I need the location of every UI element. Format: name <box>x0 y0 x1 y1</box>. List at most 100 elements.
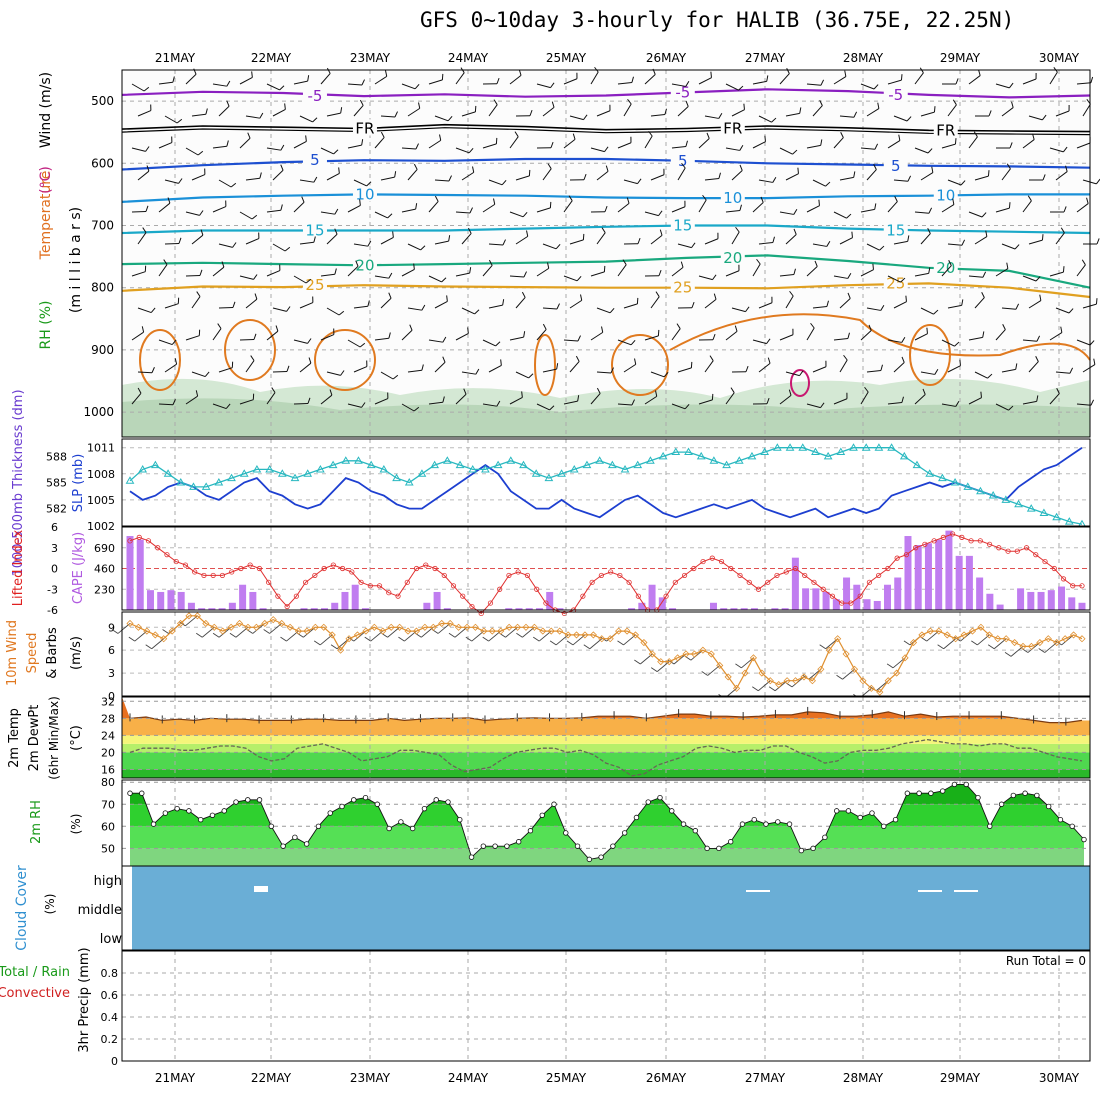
lifted-index-point <box>737 572 743 579</box>
lifted-index-point <box>515 569 521 575</box>
wind-barb <box>218 367 233 373</box>
wind-barb-flag <box>819 100 823 106</box>
wind-barb-flag <box>1011 101 1014 108</box>
thickness-point <box>646 456 655 464</box>
wind-barb-flag <box>609 307 615 314</box>
wind-barb <box>995 329 1006 341</box>
cape-bar <box>1017 588 1025 610</box>
wind-tick-label: 0 <box>108 690 115 703</box>
wind-barb-flag <box>178 237 182 244</box>
isotherm-label: 10 <box>723 189 742 207</box>
wind-barb <box>752 141 766 149</box>
li-tick-label: 3 <box>51 542 58 555</box>
wind-barb-10m <box>842 668 855 680</box>
lifted-index-point <box>774 572 780 579</box>
date-label-top: 27MAY <box>745 51 786 65</box>
wind-barb <box>779 394 792 405</box>
wind-barb-flag <box>826 241 831 247</box>
li-tick-label: -6 <box>47 604 58 617</box>
lifted-index-point <box>229 569 235 575</box>
wind-barb-10m <box>583 644 591 650</box>
wind-barb <box>212 145 227 149</box>
rh-point <box>362 794 369 801</box>
wind-barb-flag <box>333 149 339 155</box>
wind-barb <box>779 73 790 85</box>
thickness-point <box>125 476 135 484</box>
wind-barb-10m <box>1061 634 1074 646</box>
wind-speed-point <box>176 619 185 628</box>
lifted-index-point <box>839 600 845 606</box>
thickness-point <box>442 456 452 464</box>
isotherm-label-bg <box>883 274 908 291</box>
cloud-level-label: high <box>94 874 122 889</box>
wind-barb <box>1028 115 1043 121</box>
lifted-index-point <box>478 610 484 617</box>
wind-barb <box>131 147 146 152</box>
cape-bar <box>351 584 359 610</box>
wind-speed-point <box>227 623 235 631</box>
lifted-index-point <box>691 565 697 572</box>
wind-barb-flag <box>927 228 931 234</box>
wind-barb <box>671 266 684 277</box>
wind-barb-flag <box>1065 165 1068 172</box>
wind-speed-point <box>429 623 437 631</box>
isotherm-label: 15 <box>305 221 324 239</box>
wind-barb <box>428 339 443 343</box>
lifted-index-point <box>996 545 1002 551</box>
rh-point <box>669 808 675 814</box>
wind-speed-point <box>1002 635 1010 643</box>
isotherm-label: -5 <box>675 83 690 101</box>
date-label-top: 25MAY <box>546 51 587 65</box>
wind-speed-point <box>808 677 816 685</box>
wind-barb-10m <box>768 686 776 692</box>
lifted-index-point <box>284 603 290 610</box>
wind-barb-flag <box>760 196 764 203</box>
wind-barb <box>482 265 493 277</box>
wind-barb-flag <box>756 258 761 265</box>
isotherm-label: 20 <box>936 259 955 277</box>
wind-barb <box>941 339 955 347</box>
wind-barb-flag <box>712 274 717 280</box>
thickness-point <box>519 460 528 469</box>
wind-barb-flag <box>199 269 203 276</box>
rh-point <box>892 816 899 823</box>
wind-barb <box>590 271 605 277</box>
wind-barb <box>914 333 928 341</box>
panel1-frame <box>121 69 1091 438</box>
wind-barb <box>725 270 740 277</box>
lifted-index-point <box>700 558 706 565</box>
wind-barb <box>542 243 557 250</box>
cape-bar <box>945 530 953 610</box>
wind-barb-10m <box>195 632 203 638</box>
thickness-point <box>227 473 236 482</box>
dewpoint-line <box>129 738 1083 777</box>
wind-speed-point <box>994 635 1002 643</box>
lifted-index-point <box>247 562 253 568</box>
wind-barb-flag <box>326 67 331 74</box>
wind-barb <box>299 241 314 245</box>
temp-band <box>122 752 1090 770</box>
wind-barb <box>455 211 471 214</box>
rh-point <box>221 808 227 814</box>
cape-bar <box>423 602 431 610</box>
wind-barb <box>326 112 341 117</box>
wind-barb-flag <box>305 278 312 284</box>
wind-barb-flag <box>380 131 385 138</box>
rh-point <box>916 790 922 796</box>
wind-barb <box>752 202 764 213</box>
wind-barb <box>623 103 632 117</box>
wind-barb <box>644 395 658 405</box>
panel2-frame <box>121 438 1091 527</box>
isotherm-30-contour <box>669 313 1091 361</box>
pressure-tick-label: 700 <box>91 219 114 233</box>
wind-barb-flag <box>334 228 338 235</box>
panel2-ylabel-thickness: 1000-500mb Thickness (dm) <box>11 389 26 576</box>
wind-barb <box>1049 271 1064 277</box>
wind-barb-flag <box>664 108 667 115</box>
wind-barb-flag <box>439 134 442 141</box>
isotherm-30-contour <box>314 329 376 391</box>
wind-barb <box>299 179 314 183</box>
cape-bar <box>730 608 738 610</box>
lifted-index-point <box>219 572 226 579</box>
thickness-point <box>354 456 363 464</box>
